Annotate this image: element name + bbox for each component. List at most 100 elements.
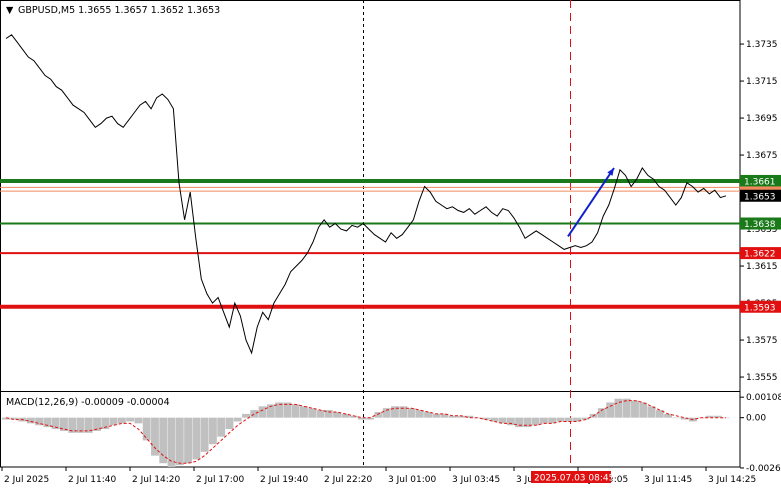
macd-bar [366,417,375,420]
level-tag-1.3593: 1.3593 [744,303,776,313]
macd-bar [68,417,77,433]
y-tick-label: 1.3615 [746,262,778,272]
price-line [5,34,727,355]
x-tick-label: 2 Jul 22:20 [324,475,373,485]
cursor-time-label: 2025.07.03 08:45 [534,474,614,484]
level-tag-1.3638-bg [740,217,781,230]
macd-bar [217,417,226,437]
macd-bar [200,417,209,452]
macd-bar [473,417,482,419]
macd-bar [705,415,714,418]
macd-bar [43,417,52,428]
macd-bar [324,410,333,418]
trend-arrow-line [567,167,615,238]
macd-pane [2,398,730,467]
macd-bar [531,417,540,426]
macd-bar [2,417,10,420]
macd-bar [76,417,85,433]
macd-bar [142,417,151,441]
macd-bar [680,417,689,420]
macd-bar [283,402,292,418]
macd-bar [341,413,350,418]
macd-bar [275,402,284,418]
macd-title: MACD(12,26,9) -0.00009 -0.00004 [6,397,170,408]
x-tick-label: 2 Jul 14:20 [132,475,181,485]
macd-bar [192,417,201,460]
macd-y-tick-label: -0.00265 [746,464,781,474]
macd-bar [573,417,581,422]
x-tick-label: 3 Jul 01:00 [388,475,437,485]
level-tag-1.3638: 1.3638 [744,220,776,230]
macd-bar [548,417,557,424]
macd-bar [614,398,623,418]
macd-bar [159,417,168,464]
macd-bar [109,417,118,426]
macd-bar [713,415,722,418]
macd-bar [631,400,639,418]
macd-bar [564,417,573,422]
macd-bar [482,417,490,420]
level-tag-1.3661: 1.3661 [744,177,776,187]
macd-bar [101,417,110,430]
macd-bar [167,417,176,467]
macd-bar [440,413,449,418]
axes: 1.37351.37151.36951.36751.36551.36351.36… [1,40,781,485]
level-tag-1.3593-bg [740,300,781,313]
x-tick-label: 3 Jul 03:45 [452,475,500,485]
macd-bar [349,415,358,418]
macd-bar [51,417,60,430]
plot-frame [0,0,741,468]
macd-bar [448,415,457,418]
level-tag-1.3622-bg [740,247,781,260]
macd-bar [126,417,135,422]
macd-bar [465,415,474,418]
macd-bar [208,417,217,445]
price-tags: 1.3661 1.3638 1.3622 1.3593 1.3653 2025.07.03… [531,174,781,484]
x-tick-label: 2 Jul 19:40 [260,475,309,485]
macd-bar [606,402,615,418]
macd-bar [258,406,267,418]
macd-bar [117,417,126,424]
macd-bar [424,411,432,418]
y-tick-label: 1.3635 [746,225,778,235]
macd-bar [622,398,631,418]
macd-bar [399,406,408,418]
macd-bar [490,417,499,422]
collapse-arrow-icon[interactable]: ▼ [6,5,14,16]
macd-bar [374,411,383,418]
y-tick-label: 1.3575 [746,336,778,346]
y-tick-label: 1.3695 [746,114,778,124]
x-tick-label: 2 Jul 11:40 [68,475,117,485]
macd-bar [515,417,524,428]
macd-bar [26,417,35,424]
macd-bar [498,417,507,424]
current-price-tag: 1.3653 [744,192,776,202]
macd-bar [151,417,159,456]
macd-bar [523,417,532,428]
macd-bar [457,415,466,418]
macd-bar [266,404,275,418]
macd-bar [225,417,234,430]
macd-bar [233,417,242,422]
macd-bar [316,410,325,418]
macd-bar [357,417,366,420]
macd-bar [175,417,184,466]
macd-bar [10,417,19,420]
macd-bar [35,417,44,426]
macd-bar [432,413,441,418]
macd-bar [84,417,93,433]
x-tick-label: 3 Jul 11:45 [644,475,692,485]
level-tag-1.3661-bg [740,174,781,187]
macd-bar [415,410,424,418]
orange-level-tag [740,186,781,192]
cursor-time-tag[interactable]: 2025.07.03 08:45 [531,471,614,484]
macd-bar [242,413,250,418]
macd-bar [391,406,399,418]
macd-bar [581,417,590,420]
macd-bar [540,417,548,424]
y-tick-label: 1.3735 [746,40,778,50]
main-pane-frame [0,0,741,468]
current-price-tag-bg [740,189,781,202]
